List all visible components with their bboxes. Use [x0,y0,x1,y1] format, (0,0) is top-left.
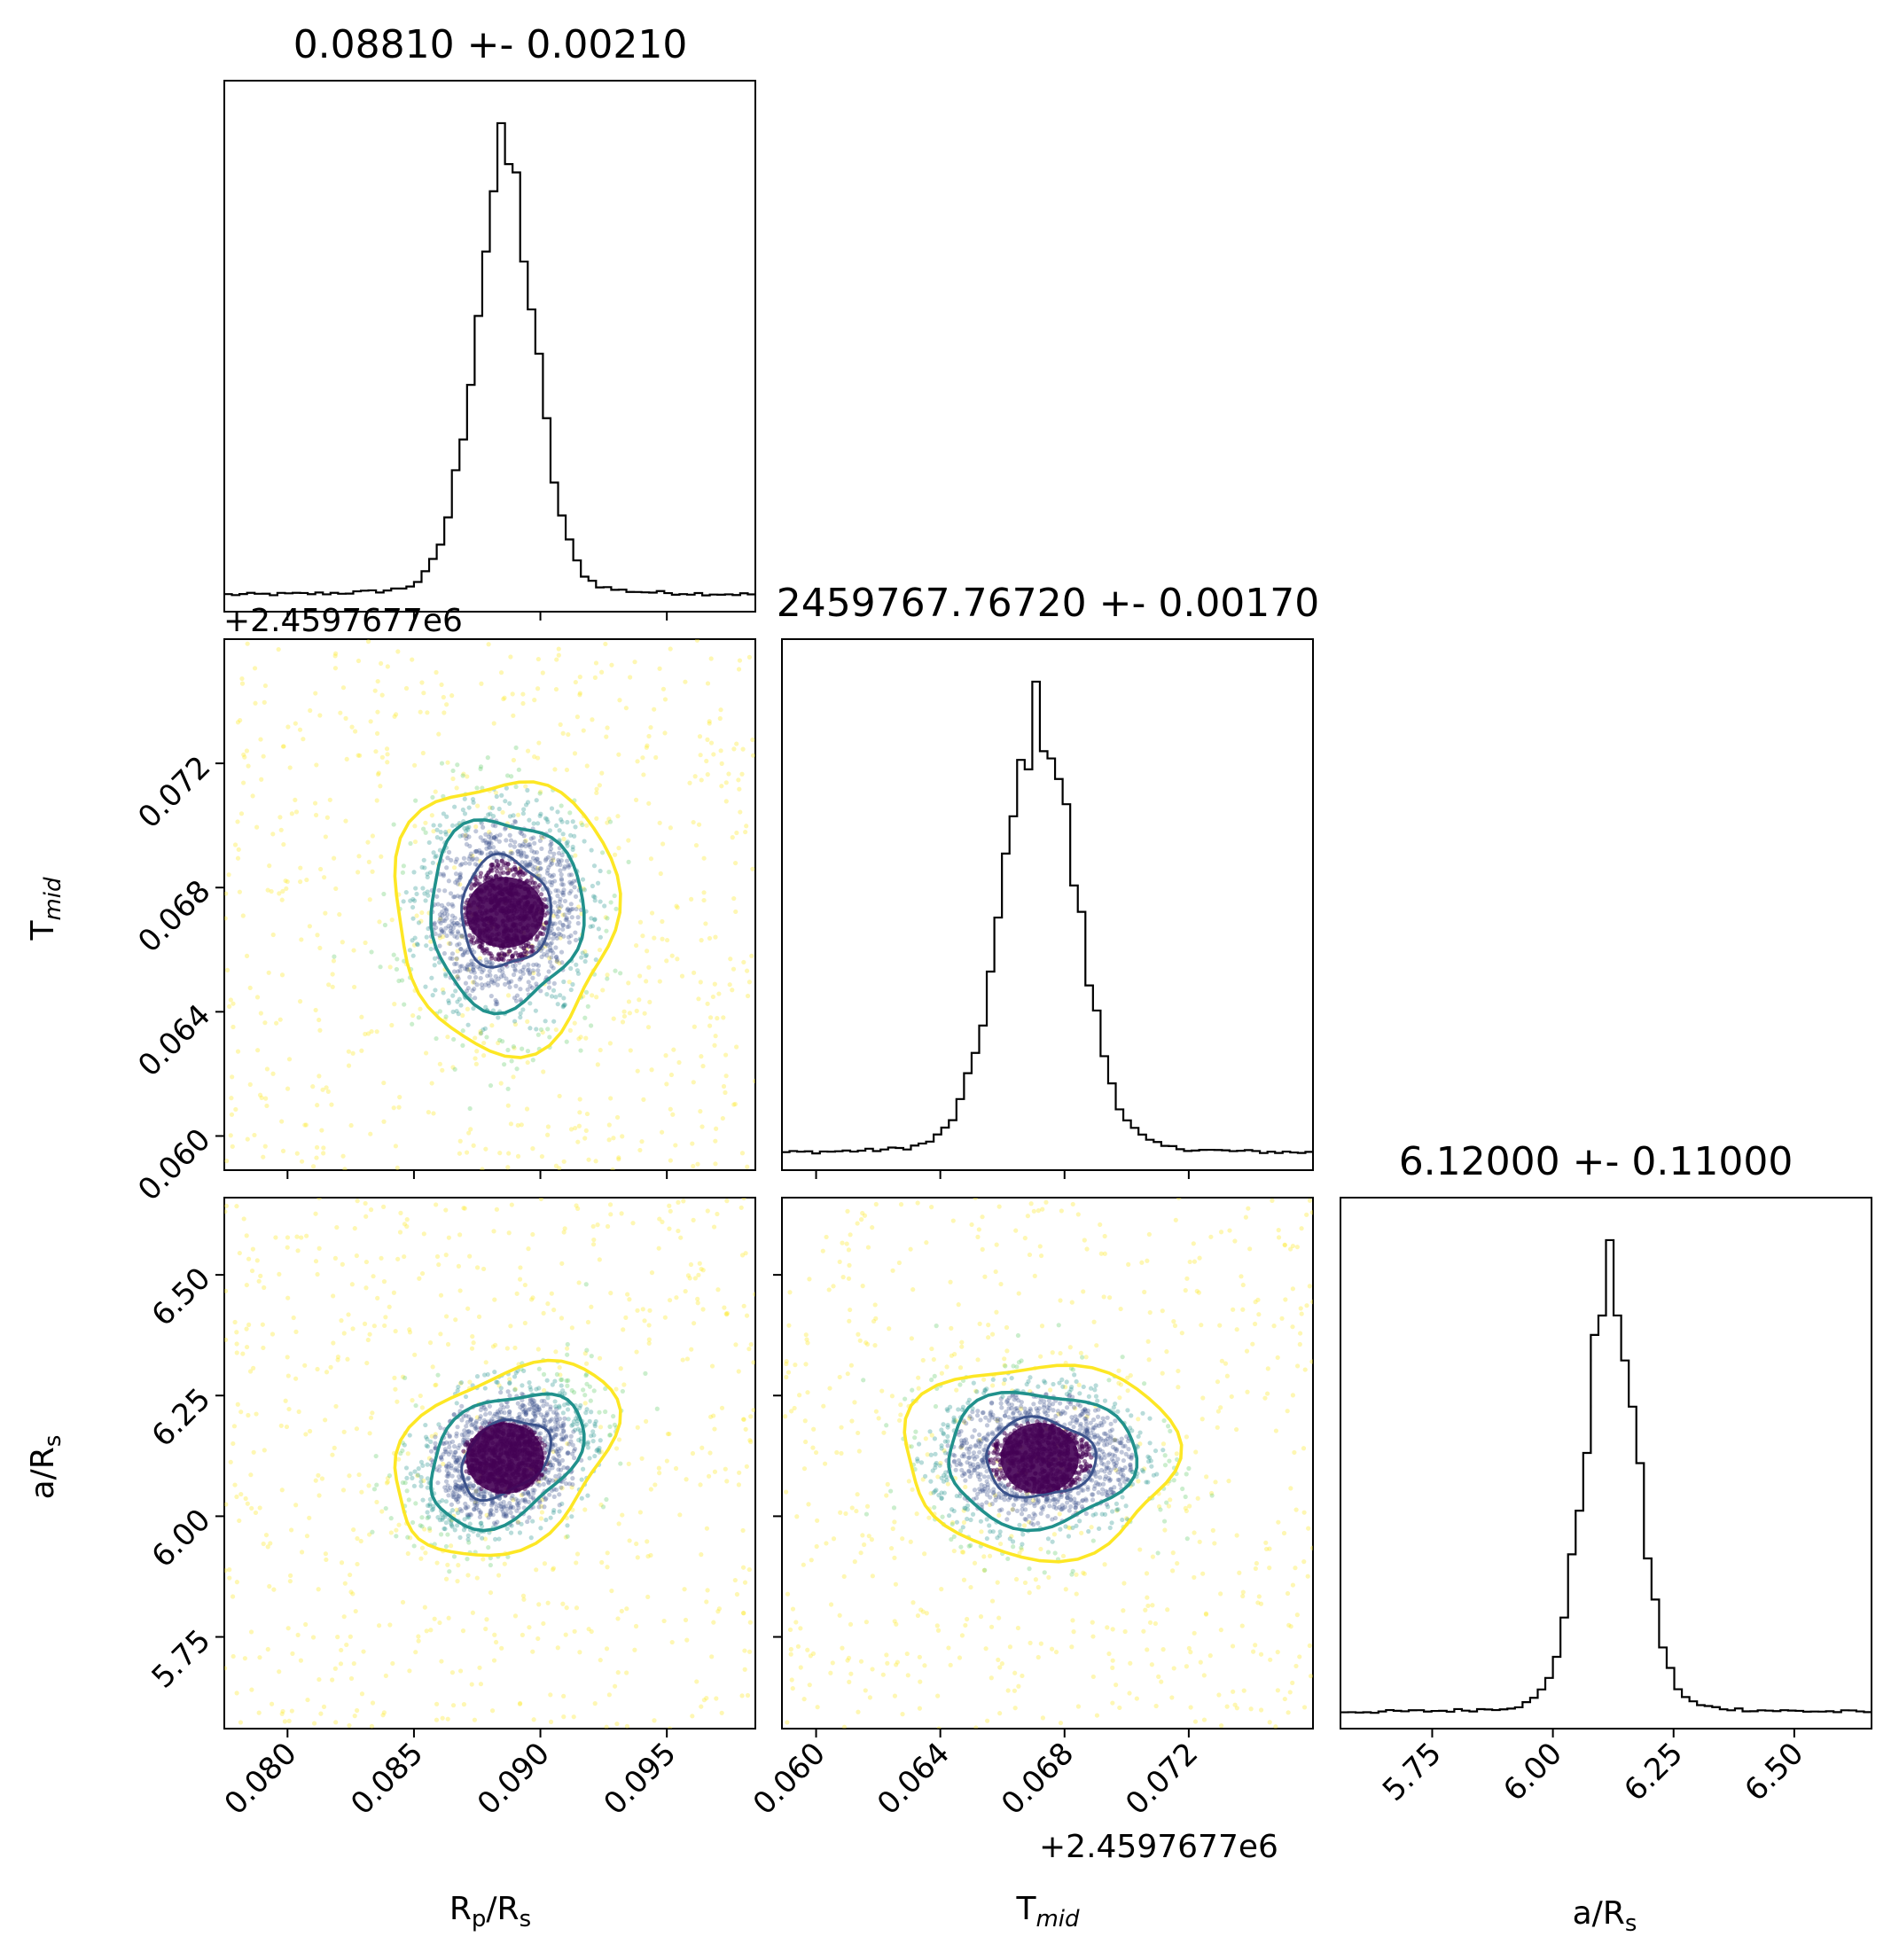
title-ars: 6.12000 +- 0.11000 [1399,1139,1794,1184]
x-tick-label-rp: 0.090 [471,1736,557,1822]
contour-level-1 [393,780,622,1059]
scatter-points [783,1198,1313,1729]
histogram-panel-ars [1340,1197,1872,1730]
y-tick-label-ars: 6.50 [145,1261,218,1333]
ylabel-tmid: Tmid [25,877,66,941]
scatter-panel-rp-tmid [223,638,756,1171]
title-tmid: 2459767.76720 +- 0.00170 [777,581,1320,626]
scatter-points [224,1198,755,1729]
x-tick-label-tmid: 0.068 [995,1736,1081,1822]
x-tick-label-rp: 0.085 [344,1736,430,1822]
contour-level-1 [393,1358,622,1558]
contour-level-1 [903,1363,1184,1564]
y-tick-label-tmid: 0.064 [131,997,217,1083]
scatter-panel-tmid-ars [781,1197,1314,1730]
x-tick-label-tmid: 0.072 [1119,1736,1205,1822]
contour-level-2 [429,818,586,1016]
scatter-panel-rp-ars [223,1197,756,1730]
xlabel-rp: Rp/Rs [449,1891,531,1933]
x-tick-label-rp: 0.080 [218,1736,304,1822]
offset-label-tmid-x: +2.4597677e6 [1039,1829,1278,1865]
x-tick-label-ars: 6.50 [1738,1736,1810,1808]
contour-level-2 [947,1390,1139,1533]
x-tick-label-ars: 6.00 [1497,1736,1569,1808]
contour-level-3 [985,1415,1098,1499]
histogram-line [782,680,1313,1155]
contour-level-2 [429,1392,586,1533]
histogram-line [1340,1238,1872,1714]
offset-label-tmid-y: +2.4597677e6 [223,603,463,639]
histogram-panel-tmid [781,638,1314,1171]
scatter-points [224,639,755,1170]
x-tick-label-ars: 6.25 [1617,1736,1690,1808]
x-tick-label-ars: 5.75 [1376,1736,1449,1808]
axes-frame [223,80,756,613]
histogram-line [224,121,755,597]
y-tick-label-ars: 6.25 [145,1381,218,1454]
x-tick-label-tmid: 0.064 [871,1736,957,1822]
y-tick-label-ars: 5.75 [145,1623,218,1696]
density-core [465,1423,544,1495]
histogram-panel-rp [223,80,756,613]
y-tick-label-tmid: 0.060 [131,1122,217,1208]
xlabel-ars: a/Rs [1573,1895,1637,1937]
x-tick-label-tmid: 0.060 [746,1736,832,1822]
xlabel-tmid: Tmid [1015,1891,1080,1933]
y-tick-label-tmid: 0.072 [131,749,217,835]
density-core [465,877,544,949]
contour-level-3 [460,852,552,969]
title-rp: 0.08810 +- 0.00210 [293,22,688,67]
ylabel-ars: a/Rs [25,1435,66,1500]
density-core [1000,1423,1079,1495]
y-tick-label-ars: 6.00 [145,1502,218,1574]
x-tick-label-rp: 0.095 [597,1736,683,1822]
axes-frame [781,638,1314,1171]
y-tick-label-tmid: 0.068 [131,873,217,959]
